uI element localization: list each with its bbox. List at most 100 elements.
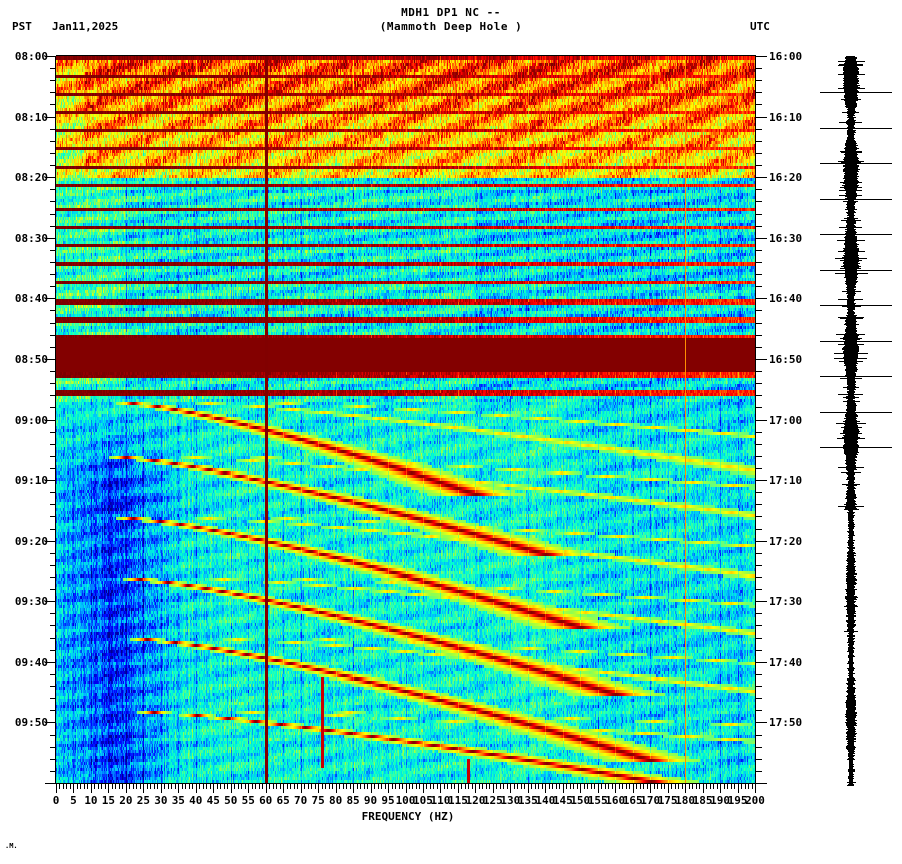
y-label-left-4: 08:40 bbox=[14, 292, 48, 306]
x-tick-minor bbox=[77, 784, 78, 789]
x-tick-minor bbox=[182, 784, 183, 789]
x-tick-minor bbox=[710, 784, 711, 789]
x-tick-minor bbox=[465, 784, 466, 789]
x-tick-minor bbox=[238, 784, 239, 789]
x-tick-minor bbox=[311, 784, 312, 789]
x-tick-major bbox=[388, 784, 389, 793]
x-tick-minor bbox=[189, 784, 190, 789]
y-tick-minor-right bbox=[756, 444, 762, 445]
y-tick-minor-right bbox=[756, 553, 762, 554]
y-label-left-3: 08:30 bbox=[14, 231, 48, 245]
timezone-right-label: UTC bbox=[750, 20, 770, 33]
y-tick-major-left bbox=[45, 601, 56, 602]
x-tick-minor bbox=[280, 784, 281, 789]
y-tick-major-left bbox=[45, 359, 56, 360]
x-tick-minor bbox=[206, 784, 207, 789]
y-tick-minor-right bbox=[756, 395, 762, 396]
x-tick-minor bbox=[433, 784, 434, 789]
y-tick-minor-left bbox=[50, 674, 56, 675]
y-tick-minor-left bbox=[50, 468, 56, 469]
seismogram-trace-canvas bbox=[820, 56, 892, 786]
x-label-10: 10 bbox=[84, 794, 98, 807]
x-tick-major bbox=[563, 784, 564, 793]
y-tick-minor-right bbox=[756, 456, 762, 457]
x-tick-minor bbox=[192, 784, 193, 789]
y-tick-minor-left bbox=[50, 323, 56, 324]
y-tick-major-right bbox=[756, 662, 767, 663]
y-tick-minor-left bbox=[50, 80, 56, 81]
x-tick-minor bbox=[262, 784, 263, 789]
y-tick-minor-left bbox=[50, 189, 56, 190]
x-tick-major bbox=[73, 784, 74, 793]
spectrogram-plot[interactable] bbox=[56, 56, 755, 783]
x-tick-minor bbox=[549, 784, 550, 789]
x-label-80: 80 bbox=[328, 794, 343, 807]
x-tick-minor bbox=[136, 784, 137, 789]
x-tick-minor bbox=[392, 784, 393, 789]
x-tick-minor bbox=[535, 784, 536, 789]
x-tick-minor bbox=[692, 784, 693, 789]
x-tick-minor bbox=[175, 784, 176, 789]
x-label-190: 190 bbox=[710, 794, 730, 807]
y-tick-minor-right bbox=[756, 529, 762, 530]
x-tick-major bbox=[336, 784, 337, 793]
x-label-140: 140 bbox=[535, 794, 556, 807]
x-label-35: 35 bbox=[171, 794, 185, 807]
x-label-25: 25 bbox=[136, 794, 150, 807]
x-tick-major bbox=[615, 784, 616, 793]
x-tick-minor bbox=[101, 784, 102, 789]
x-tick-minor bbox=[524, 784, 525, 789]
x-tick-major bbox=[738, 784, 739, 793]
x-tick-major bbox=[143, 784, 144, 793]
x-label-120: 120 bbox=[465, 794, 486, 807]
x-label-45: 45 bbox=[206, 794, 220, 807]
x-tick-minor bbox=[514, 784, 515, 789]
x-tick-minor bbox=[87, 784, 88, 789]
y-tick-minor-right bbox=[756, 565, 762, 566]
x-tick-minor bbox=[154, 784, 155, 789]
y-label-left-8: 09:20 bbox=[14, 534, 48, 548]
y-tick-minor-left bbox=[50, 504, 56, 505]
y-tick-major-left bbox=[45, 722, 56, 723]
y-tick-major-left bbox=[45, 56, 56, 57]
x-tick-minor bbox=[699, 784, 700, 789]
x-tick-minor bbox=[447, 784, 448, 789]
seismogram-trace-panel[interactable] bbox=[820, 56, 892, 786]
y-tick-minor-right bbox=[756, 141, 762, 142]
y-tick-minor-left bbox=[50, 735, 56, 736]
x-tick-minor bbox=[339, 784, 340, 789]
y-tick-major-left bbox=[45, 541, 56, 542]
y-tick-minor-left bbox=[50, 286, 56, 287]
y-tick-minor-right bbox=[756, 613, 762, 614]
y-tick-major-right bbox=[756, 541, 767, 542]
x-tick-minor bbox=[734, 784, 735, 789]
x-label-5: 5 bbox=[70, 794, 77, 807]
x-tick-major bbox=[545, 784, 546, 793]
x-tick-minor bbox=[269, 784, 270, 789]
x-tick-minor bbox=[419, 784, 420, 789]
y-tick-minor-right bbox=[756, 516, 762, 517]
x-tick-minor bbox=[717, 784, 718, 789]
x-tick-minor bbox=[454, 784, 455, 789]
x-tick-minor bbox=[409, 784, 410, 789]
x-tick-major bbox=[126, 784, 127, 793]
x-tick-major bbox=[301, 784, 302, 793]
x-label-40: 40 bbox=[189, 794, 203, 807]
y-tick-minor-left bbox=[50, 92, 56, 93]
y-tick-minor-left bbox=[50, 407, 56, 408]
y-tick-minor-right bbox=[756, 310, 762, 311]
x-tick-major bbox=[178, 784, 179, 793]
x-tick-minor bbox=[531, 784, 532, 789]
x-label-200: 200 bbox=[745, 794, 765, 807]
y-label-left-6: 09:00 bbox=[14, 413, 48, 427]
x-tick-minor bbox=[437, 784, 438, 789]
y-tick-minor-left bbox=[50, 141, 56, 142]
y-tick-minor-left bbox=[50, 771, 56, 772]
x-tick-minor bbox=[482, 784, 483, 789]
x-label-15: 15 bbox=[101, 794, 116, 807]
y-tick-minor-left bbox=[50, 747, 56, 748]
y-tick-minor-right bbox=[756, 625, 762, 626]
x-label-105: 105 bbox=[413, 794, 433, 807]
x-tick-minor bbox=[629, 784, 630, 789]
x-tick-minor bbox=[566, 784, 567, 789]
